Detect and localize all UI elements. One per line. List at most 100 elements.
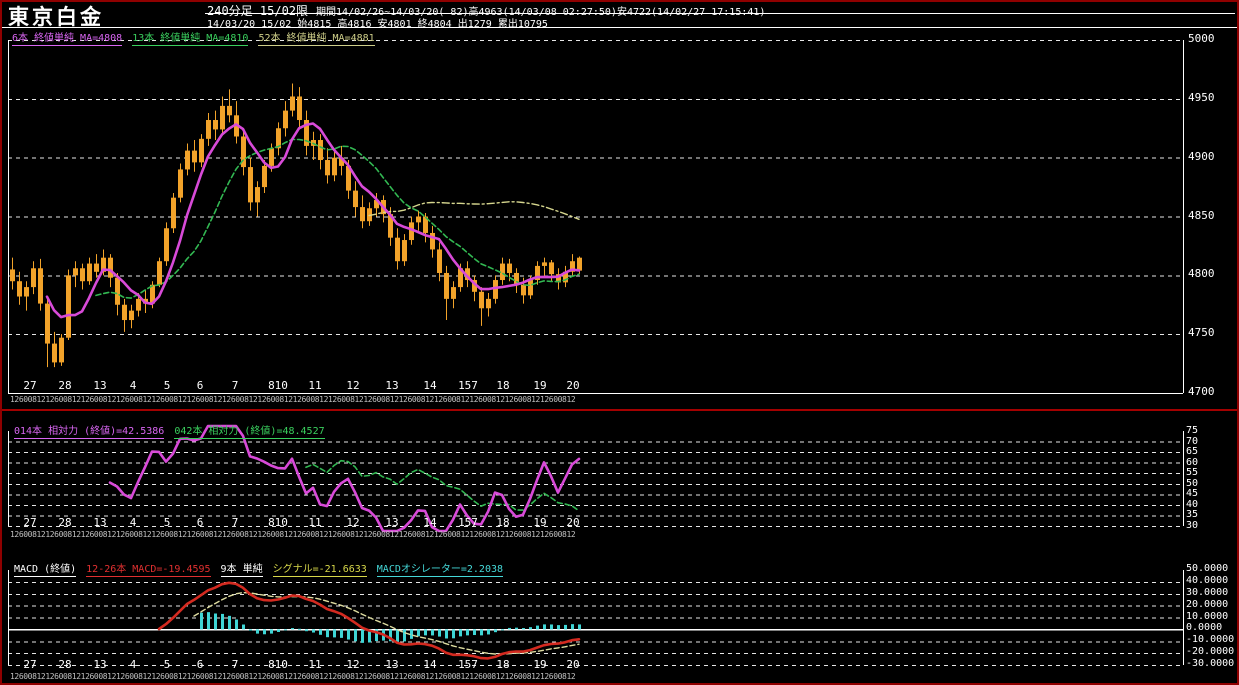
date-label: 20 bbox=[566, 379, 580, 392]
date-label: 13 bbox=[385, 379, 399, 392]
date-label: 20 bbox=[566, 516, 580, 529]
date-label: 14 bbox=[423, 658, 437, 671]
header-divider-1 bbox=[205, 13, 1235, 14]
date-label: 7 bbox=[231, 516, 239, 529]
price-tick-label: 4700 bbox=[1188, 385, 1215, 398]
period-stats: 期間14/02/26~14/03/20( 82)高4963(14/03/08 0… bbox=[316, 7, 765, 18]
rsi-legend: 014本 相対力 (終値)=42.5386 042本 相対力 (終値)=48.45… bbox=[14, 422, 335, 439]
date-label: 28 bbox=[58, 379, 72, 392]
date-label: 4 bbox=[129, 379, 137, 392]
macd-tick-label: 0.0000 bbox=[1186, 622, 1223, 634]
date-label: 5 bbox=[163, 379, 171, 392]
date-label: 12 bbox=[346, 379, 360, 392]
date-label: 157 bbox=[458, 379, 478, 392]
rsi14-legend-item[interactable]: 014本 相対力 (終値)=42.5386 bbox=[14, 426, 165, 439]
macd-legend: MACD (終値) 12-26本 MACD=-19.4595 9本 単純 シグナル=-… bbox=[14, 560, 513, 577]
instrument-title: 東京白金 bbox=[8, 5, 104, 29]
ma-legend: 6本 終値単純 MA=4808 13本 終値単純 MA=4810 52本 終値単純 … bbox=[12, 29, 385, 46]
rsi-tick-label: 60 bbox=[1186, 456, 1199, 468]
date-label: 18 bbox=[496, 658, 510, 671]
macd-title[interactable]: MACD (終値) bbox=[14, 564, 77, 577]
date-label: 19 bbox=[533, 379, 547, 392]
date-label: 7 bbox=[231, 658, 239, 671]
date-label: 18 bbox=[496, 379, 510, 392]
timeframe-label: 240分足 15/02限 bbox=[207, 4, 309, 18]
date-label: 27 bbox=[23, 379, 37, 392]
date-label: 27 bbox=[23, 516, 37, 529]
rsi-tick-label: 50 bbox=[1186, 477, 1199, 489]
date-label: 12 bbox=[346, 658, 360, 671]
header-divider-2 bbox=[2, 27, 1237, 28]
rsi-tick-label: 65 bbox=[1186, 446, 1199, 458]
date-label: 6 bbox=[196, 379, 204, 392]
header-line1: 240分足 15/02限期間14/02/26~14/03/20( 82)高496… bbox=[207, 0, 765, 19]
rsi-tick-label: 45 bbox=[1186, 488, 1199, 500]
date-label: 13 bbox=[385, 516, 399, 529]
rsi-tick-label: 40 bbox=[1186, 498, 1199, 510]
rsi-tick-label: 70 bbox=[1186, 435, 1199, 447]
date-label: 28 bbox=[58, 658, 72, 671]
quote-line: 14/03/20 15/02 始4815 高4816 安4801 終4804 出… bbox=[207, 19, 548, 30]
rsi-tick-label: 75 bbox=[1186, 425, 1199, 436]
date-label: 6 bbox=[196, 516, 204, 529]
macd-tick-label: -30.0000 bbox=[1186, 658, 1235, 669]
macd-tick-label: 10.0000 bbox=[1186, 610, 1229, 622]
ma6-legend-item[interactable]: 6本 終値単純 MA=4808 bbox=[12, 33, 123, 46]
date-label: 7 bbox=[231, 379, 239, 392]
date-label: 5 bbox=[163, 516, 171, 529]
price-tick-label: 4800 bbox=[1188, 267, 1215, 281]
date-label: 157 bbox=[458, 516, 478, 529]
macd-tick-label: 20.0000 bbox=[1186, 598, 1229, 610]
ma13-legend-item[interactable]: 13本 終値単純 MA=4810 bbox=[132, 33, 249, 46]
date-label: 11 bbox=[308, 379, 322, 392]
ma52-legend-item[interactable]: 52本 終値単純 MA=4881 bbox=[258, 33, 375, 46]
panel-separator bbox=[0, 409, 1239, 411]
date-label: 11 bbox=[308, 658, 322, 671]
macd-tick-label: -20.0000 bbox=[1186, 646, 1235, 658]
date-label: 6 bbox=[196, 658, 204, 671]
date-label: 5 bbox=[163, 658, 171, 671]
date-label: 19 bbox=[533, 516, 547, 529]
date-label: 18 bbox=[496, 516, 510, 529]
price-tick-label: 4950 bbox=[1188, 90, 1215, 104]
date-label: 28 bbox=[58, 516, 72, 529]
date-label: 12 bbox=[346, 516, 360, 529]
date-label: 810 bbox=[268, 516, 288, 529]
price-tick-label: 5000 bbox=[1188, 32, 1215, 45]
macd-tick-label: -10.0000 bbox=[1186, 634, 1235, 646]
macd-tick-label: 50.0000 bbox=[1186, 563, 1229, 574]
date-label: 19 bbox=[533, 658, 547, 671]
price-tick-label: 4900 bbox=[1188, 149, 1215, 163]
date-label: 27 bbox=[23, 658, 37, 671]
date-label: 13 bbox=[93, 658, 107, 671]
date-label: 14 bbox=[423, 516, 437, 529]
date-label: 11 bbox=[308, 516, 322, 529]
macd-tick-label: 40.0000 bbox=[1186, 574, 1229, 586]
time-axis-row: 1260081212600812126008121260081212600812… bbox=[10, 672, 576, 681]
date-label: 157 bbox=[458, 658, 478, 671]
rsi42-legend-item[interactable]: 042本 相対力 (終値)=48.4527 bbox=[174, 426, 325, 439]
price-tick-label: 4850 bbox=[1188, 208, 1215, 222]
signal-value[interactable]: シグナル=-21.6633 bbox=[272, 564, 367, 577]
date-label: 20 bbox=[566, 658, 580, 671]
macd-value[interactable]: 12-26本 MACD=-19.4595 bbox=[86, 564, 211, 577]
rsi-tick-label: 30 bbox=[1186, 520, 1199, 531]
date-label: 13 bbox=[93, 379, 107, 392]
oscillator-value[interactable]: MACDオシレーター=2.2038 bbox=[376, 564, 504, 577]
time-axis-row: 1260081212600812126008121260081212600812… bbox=[10, 395, 576, 404]
price-tick-label: 4750 bbox=[1188, 326, 1215, 340]
date-label: 13 bbox=[385, 658, 399, 671]
date-label: 810 bbox=[268, 379, 288, 392]
date-label: 4 bbox=[129, 658, 137, 671]
date-label: 14 bbox=[423, 379, 437, 392]
date-label: 4 bbox=[129, 516, 137, 529]
rsi-tick-label: 55 bbox=[1186, 467, 1199, 479]
rsi-tick-label: 35 bbox=[1186, 509, 1199, 521]
macd-tick-label: 30.0000 bbox=[1186, 586, 1229, 598]
signal-params[interactable]: 9本 単純 bbox=[220, 564, 263, 577]
date-label: 810 bbox=[268, 658, 288, 671]
time-axis-row: 1260081212600812126008121260081212600812… bbox=[10, 530, 576, 539]
date-label: 13 bbox=[93, 516, 107, 529]
